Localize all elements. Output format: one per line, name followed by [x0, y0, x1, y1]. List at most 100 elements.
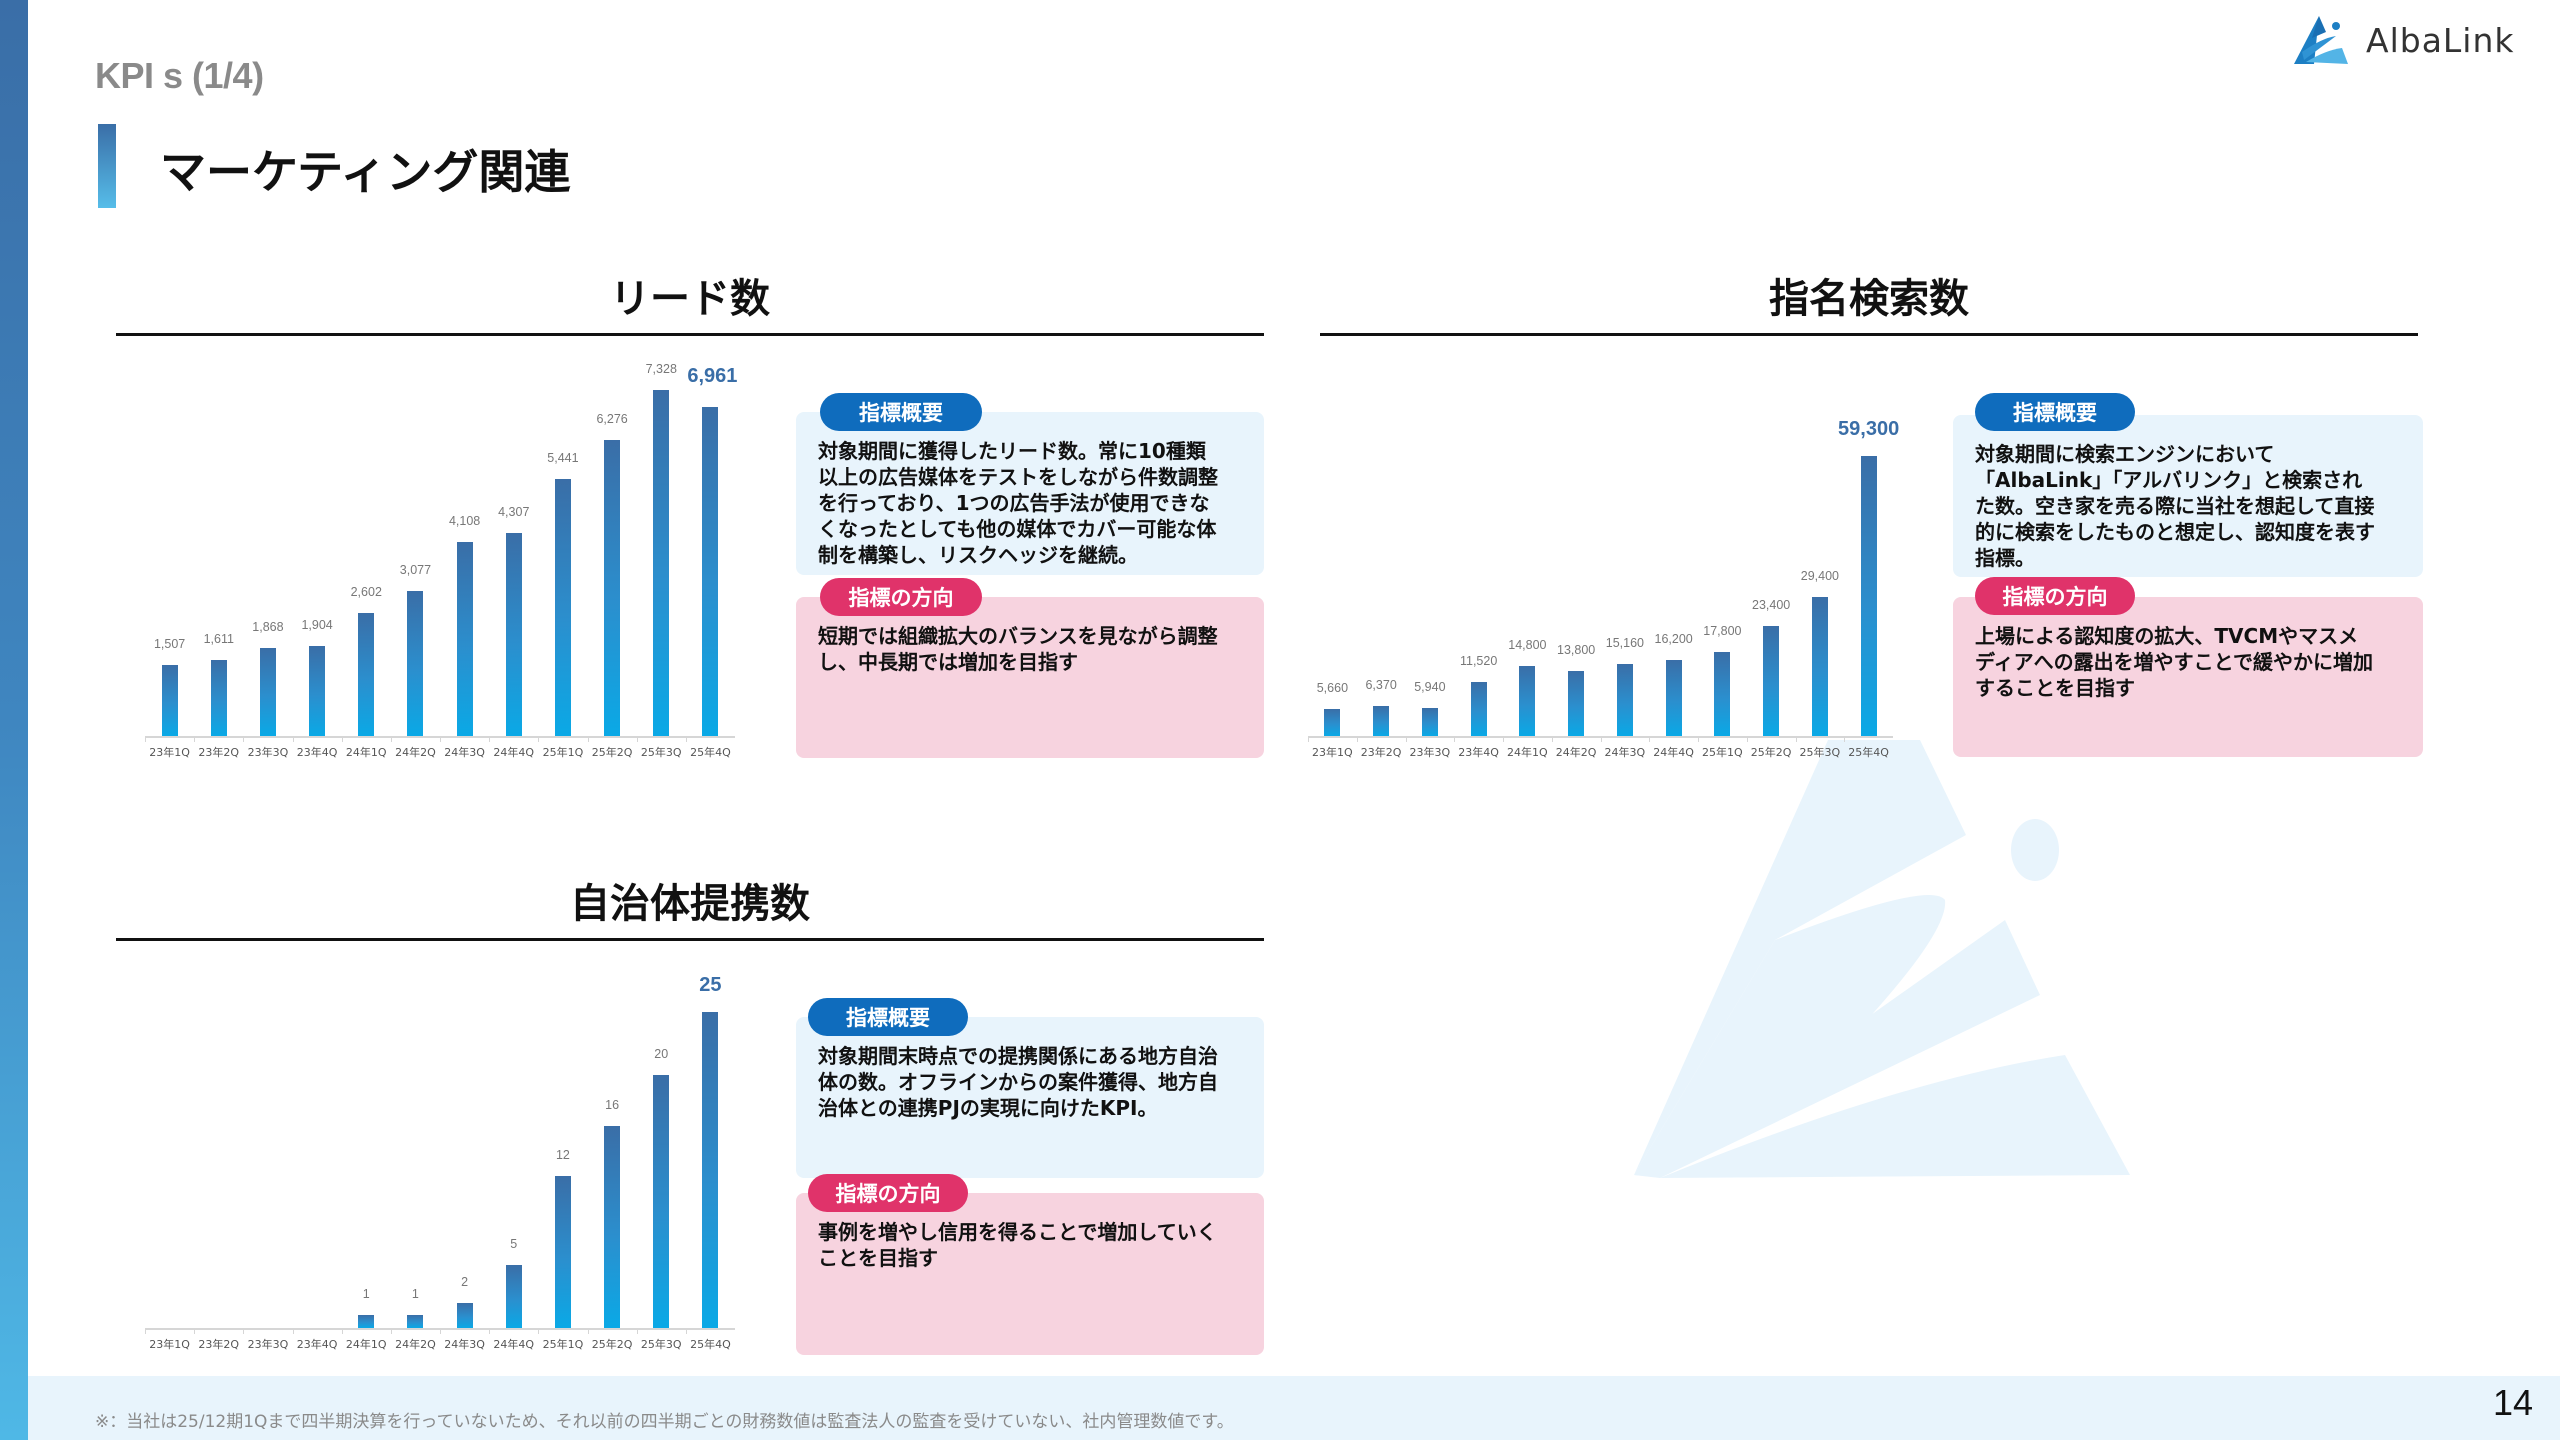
chart-tick [636, 736, 638, 742]
chart-x-label: 23年1Q [149, 1338, 190, 1351]
chart-x-label: 24年1Q [1507, 746, 1548, 759]
chart-bar [309, 646, 326, 736]
search-overview-box: 対象期間に検索エンジンにおいて 「AlbaLink」「アルバリンク」と検索され … [1953, 415, 2423, 577]
chart-tick [145, 736, 146, 742]
chart-value-label-highlight: 6,961 [687, 365, 738, 387]
left-accent-bar [0, 0, 28, 1440]
leads-direction-badge: 指標の方向 [820, 578, 982, 616]
chart-x-label: 25年2Q [1750, 746, 1792, 759]
chart-value-label: 29,400 [1800, 569, 1839, 583]
chart-bar [604, 1126, 621, 1328]
section-divider-municipalities [116, 938, 1264, 941]
section-divider-search [1320, 333, 2418, 336]
chart-tick [587, 736, 589, 742]
chart-tick [243, 1328, 245, 1334]
chart-bar [259, 648, 276, 736]
chart-value-label: 11,520 [1459, 654, 1498, 668]
chart-tick [292, 736, 294, 742]
page-number: 14 [2493, 1382, 2534, 1423]
chart-bar [554, 479, 571, 736]
chart-x-label: 25年4Q [1848, 746, 1889, 759]
chart-value-label: 1,904 [301, 618, 333, 632]
search-direction-box: 上場による認知度の拡大、TVCMやマスメ ディアへの露出を増やすことで緩やかに増… [1953, 597, 2423, 757]
chart-bar [505, 1265, 522, 1328]
chart-value-label: 6,276 [596, 412, 628, 426]
chart-x-label: 24年3Q [444, 746, 485, 759]
chart-value-label: 1,611 [203, 632, 234, 646]
chart-tick [587, 1328, 589, 1334]
chart-x-label: 24年4Q [1653, 746, 1694, 759]
chart-bar [358, 613, 375, 736]
municipalities-overview-badge: 指標概要 [808, 998, 968, 1036]
chart-x-label: 25年4Q [690, 1338, 731, 1351]
chart-value-label: 6,370 [1365, 678, 1397, 692]
chart-x-label: 25年3Q [640, 746, 682, 759]
chart-tick [685, 1328, 687, 1334]
chart-tick [636, 1328, 638, 1334]
municipalities-overview-box: 対象期間末時点での提携関係にある地方自治 体の数。オフラインからの案件獲得、地方… [796, 1017, 1264, 1178]
chart-x-label: 23年4Q [1458, 746, 1499, 759]
chart-bar [1470, 682, 1487, 736]
chart-tick [685, 736, 687, 742]
chart-municipalities: 23年1Q 23年2Q 23年3Q 23年4Q 1 24年1Q 1 24年2Q 2 24年3Q 5 2… [145, 974, 735, 1351]
chart-tick [489, 1328, 491, 1334]
chart-value-label: 1,868 [252, 620, 284, 634]
chart-tick [1698, 736, 1699, 742]
chart-value-label: 1 [411, 1287, 419, 1301]
chart-tick [194, 1328, 196, 1334]
chart-bar [210, 660, 227, 736]
chart-x-label: 25年3Q [1799, 746, 1841, 759]
municipalities-direction-text: 事例を増やし信用を得ることで増加していく ことを目指す [818, 1220, 1217, 1270]
chart-bar [702, 407, 719, 736]
municipalities-direction-badge: 指標の方向 [808, 1174, 968, 1212]
chart-x-label: 24年1Q [345, 1338, 387, 1351]
chart-value-label: 15,160 [1605, 636, 1644, 650]
chart-tick [1551, 736, 1553, 742]
chart-bar [1568, 671, 1585, 736]
chart-bar [407, 1315, 424, 1328]
chart-value-label: 16 [605, 1098, 620, 1112]
chart-tick [390, 1328, 392, 1334]
chart-x-label: 23年3Q [247, 1338, 289, 1351]
chart-tick [1746, 736, 1748, 742]
chart-bar [505, 533, 522, 736]
search-direction-badge: 指標の方向 [1975, 577, 2135, 615]
chart-tick [489, 736, 491, 742]
chart-tick [341, 1328, 343, 1334]
title-accent-bar [98, 124, 116, 208]
municipalities-direction-box: 事例を増やし信用を得ることで増加していく ことを目指す [796, 1193, 1264, 1355]
chart-x-label: 24年2Q [395, 746, 436, 759]
chart-bar [1811, 597, 1828, 736]
chart-value-label: 17,800 [1703, 624, 1742, 638]
chart-bar [1763, 626, 1780, 736]
chart-x-label: 24年4Q [493, 746, 535, 759]
chart-bar [407, 591, 424, 736]
chart-x-label: 25年1Q [1702, 746, 1743, 759]
chart-tick [341, 736, 343, 742]
chart-bar [456, 542, 473, 736]
chart-bar [358, 1315, 375, 1328]
chart-tick [243, 736, 245, 742]
chart-value-label: 20 [654, 1047, 669, 1061]
chart-x-label: 23年3Q [247, 746, 289, 759]
chart-x-label: 23年1Q [149, 746, 190, 759]
chart-x-label: 24年4Q [493, 1338, 535, 1351]
chart-tick [1356, 736, 1358, 742]
search-direction-text: 上場による認知度の拡大、TVCMやマスメ ディアへの露出を増やすことで緩やかに増… [1975, 624, 2373, 700]
chart-tick [1795, 736, 1797, 742]
chart-x-label: 24年1Q [345, 746, 387, 759]
chart-x-label: 25年3Q [640, 1338, 682, 1351]
chart-x-label: 23年1Q [1312, 746, 1353, 759]
chart-bar [1324, 709, 1341, 736]
chart-value-label: 2,602 [350, 585, 382, 599]
section-title-leads: リード数 [610, 276, 770, 322]
chart-tick [1405, 736, 1407, 742]
chart-value-label: 16,200 [1654, 632, 1693, 646]
chart-x-label: 25年2Q [591, 746, 633, 759]
chart-value-label: 2 [461, 1275, 469, 1289]
chart-tick [1454, 736, 1456, 742]
chart-x-label: 23年3Q [1409, 746, 1451, 759]
chart-value-label: 3,077 [399, 563, 432, 577]
chart-bar [1616, 664, 1633, 736]
chart-tick [440, 736, 441, 742]
